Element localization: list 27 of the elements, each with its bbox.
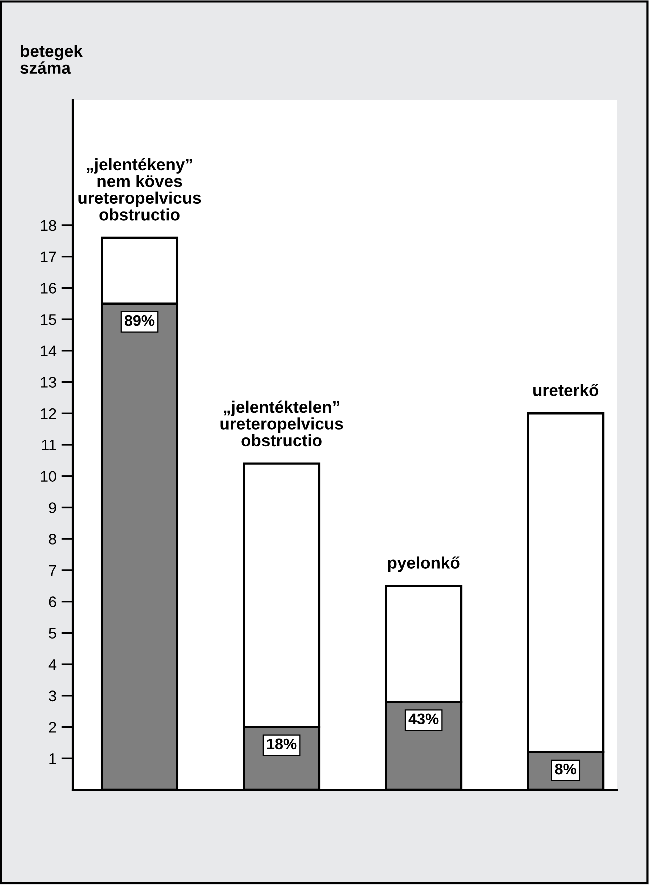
- y-tick-label: 15: [41, 314, 56, 326]
- y-axis-title: betegek száma: [20, 45, 84, 74]
- y-tick-label: 12: [41, 408, 56, 420]
- y-tick-label: 10: [41, 471, 56, 482]
- y-tick-label: 18: [41, 220, 56, 232]
- x-tick-label: pyelonkő: [388, 556, 460, 572]
- annotation: 43%: [408, 714, 439, 725]
- y-tick-label: 13: [41, 377, 56, 388]
- y-tick-label: 8: [49, 534, 56, 545]
- annotation: 8%: [555, 764, 577, 775]
- y-tick-label: 4: [48, 660, 57, 670]
- y-tick-label: 3: [49, 690, 56, 702]
- y-tick-label: 11: [42, 440, 56, 451]
- annotation: 18%: [267, 738, 297, 750]
- y-tick-label: 16: [41, 283, 56, 294]
- y-tick-label: 5: [49, 628, 56, 639]
- x-tick-label: „jelentékeny” nem köves ureteropelvicus obstructio: [78, 158, 202, 221]
- annotation: 89%: [124, 315, 155, 326]
- y-tick-label: 2: [49, 722, 56, 733]
- y-tick-label: 9: [49, 502, 56, 514]
- y-tick-label: 1: [50, 754, 56, 764]
- x-tick-label: ureterkő: [534, 384, 599, 396]
- y-tick-label: 17: [41, 252, 56, 262]
- y-tick-label: 7: [49, 565, 56, 576]
- x-tick-label: „jelentéktelen” ureteropelvicus obstructio: [220, 400, 344, 447]
- y-tick-label: 6: [49, 596, 56, 608]
- y-tick-label: 14: [41, 346, 57, 356]
